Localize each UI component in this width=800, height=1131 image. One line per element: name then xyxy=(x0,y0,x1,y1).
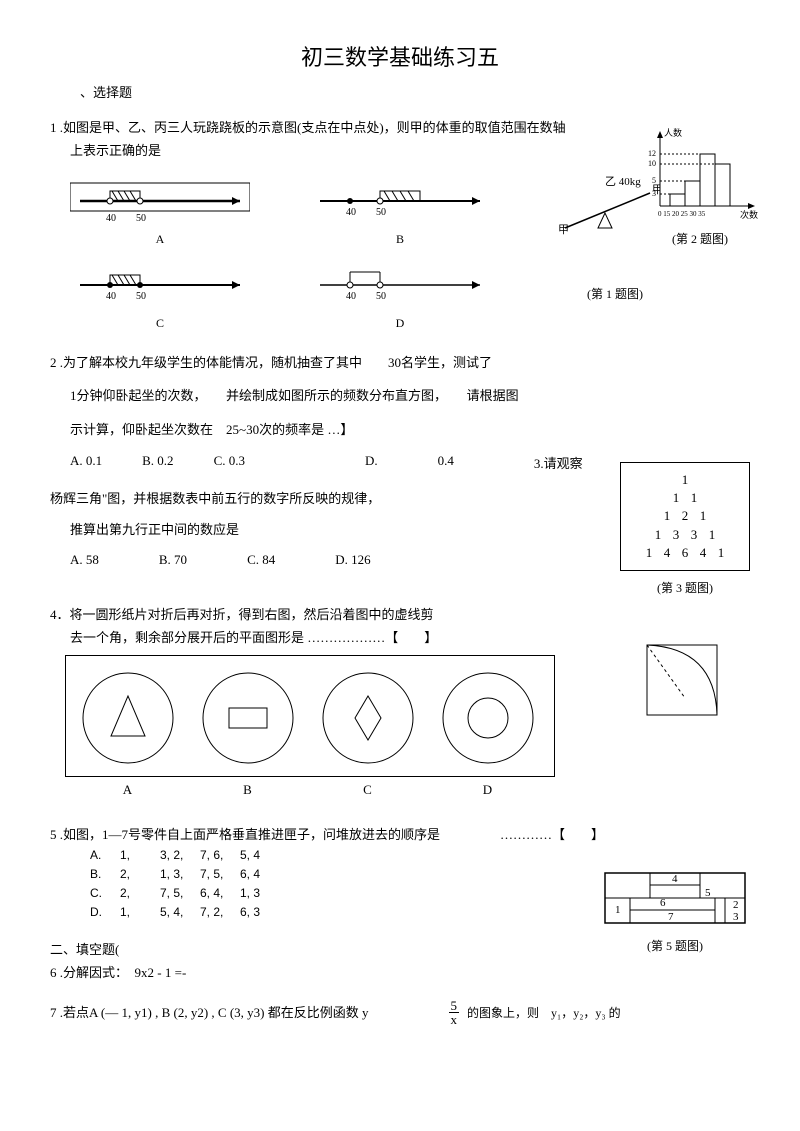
q3-opt-d: D. 126 xyxy=(335,552,370,568)
q4-num: 4． xyxy=(50,607,70,622)
q7-text2: 的图象上，则 xyxy=(467,1006,539,1020)
q5-dots: ………… xyxy=(500,827,552,842)
fraction-icon: 5x xyxy=(449,999,460,1026)
question-5: 5 .如图，1—7号零件自上面严格垂直推进匣子，问堆放进去的顺序是 …………【 】… xyxy=(50,823,750,923)
q2-num: 2 xyxy=(50,355,57,370)
opt-c-label: C xyxy=(70,316,250,331)
q2-opt-d-val: 0.4 xyxy=(438,453,454,472)
svg-text:40: 40 xyxy=(346,291,356,302)
q2-opt-a: A. 0.1 xyxy=(70,453,102,472)
q4-text: 将一圆形纸片对折后再对折，得到右图，然后沿着图中的虚线剪 xyxy=(70,607,434,622)
svg-text:7: 7 xyxy=(668,911,674,923)
svg-text:12: 12 xyxy=(648,149,656,158)
opt-b-label: B xyxy=(310,232,490,247)
q3-opt-b: B. 70 xyxy=(159,552,187,568)
circle-triangle-icon xyxy=(81,671,176,766)
q4-opt-b: B xyxy=(200,782,295,798)
q3-fig-label: (第 3 题图) xyxy=(620,579,750,596)
q4-dots: ……………… xyxy=(307,630,385,645)
q1-text: .如图是甲、乙、丙三人玩跷跷板的示意图(支点在中点处)，则甲的体重的取值范围在数… xyxy=(60,120,566,135)
q5-fig-label: (第 5 题图) xyxy=(600,937,750,954)
q4-text2: 去一个角，剩余部分展开后的平面图形是 xyxy=(70,630,304,645)
option-a-numline: 40 50 xyxy=(70,173,250,223)
q7-text: .若点A (— 1, y1) , B (2, y2) , C (3, y3) 都… xyxy=(60,1005,369,1020)
option-b-numline: 40 50 xyxy=(310,173,490,223)
q4-bracket: 【 】 xyxy=(385,630,437,645)
svg-text:50: 50 xyxy=(376,291,386,302)
question-7: 7 .若点A (— 1, y1) , B (2, y2) , C (3, y3)… xyxy=(50,999,750,1026)
q3-opt-c: C. 84 xyxy=(247,552,275,568)
q2-text30: 30名学生，测试了 xyxy=(388,355,492,370)
section-1-label: 、选择题 xyxy=(80,82,750,101)
svg-text:2: 2 xyxy=(733,899,739,911)
option-c-numline: 40 50 xyxy=(70,257,250,307)
q4-opt-c: C xyxy=(320,782,415,798)
pascal-triangle: 1 11 121 1331 14641 (第 3 题图) xyxy=(620,462,750,596)
q7-text3: y₁，y₂，y₃ 的 xyxy=(551,1006,621,1020)
svg-text:甲: 甲 xyxy=(558,224,569,236)
svg-text:人数: 人数 xyxy=(664,127,682,138)
q2-opt-d: D. xyxy=(365,453,378,472)
svg-text:1: 1 xyxy=(615,904,621,916)
q2-text6: 25~30次的频率是 …】 xyxy=(226,422,353,437)
svg-text:50: 50 xyxy=(376,207,386,218)
svg-text:50: 50 xyxy=(136,291,146,302)
svg-text:5: 5 xyxy=(652,176,656,185)
page-title: 初三数学基础练习五 xyxy=(50,40,750,72)
q5-box-figure: 1 6 7 4 5 2 3 (第 5 题图) xyxy=(600,858,750,954)
circle-rect-icon xyxy=(201,671,296,766)
q2-text4: 请根据图 xyxy=(467,388,519,403)
q1-num: 1 xyxy=(50,120,57,135)
svg-text:40: 40 xyxy=(346,207,356,218)
q2-text: .为了解本校九年级学生的体能情况，随机抽查了其中 xyxy=(60,355,362,370)
q3-intro: 3.请观察 xyxy=(534,453,583,472)
q5-bracket: 【 】 xyxy=(552,827,604,842)
question-2: 2 .为了解本校九年级学生的体能情况，随机抽查了其中 30名学生，测试了 1分钟… xyxy=(50,351,750,472)
svg-text:50: 50 xyxy=(136,213,146,223)
svg-text:3: 3 xyxy=(652,189,656,198)
option-d-numline: 40 50 xyxy=(310,257,490,307)
q6-text: .分解因式： xyxy=(60,965,122,980)
svg-text:40: 40 xyxy=(106,213,116,223)
folded-quarter-icon xyxy=(645,643,720,722)
q4-opt-a: A xyxy=(80,782,175,798)
opt-a-label: A xyxy=(70,232,250,247)
q6-num: 6 xyxy=(50,965,57,980)
question-3: 杨辉三角"图，并根据数表中前五行的数字所反映的规律， 推算出第九行正中间的数应是… xyxy=(50,487,750,568)
q2-text3: 并绘制成如图所示的频数分布直方图， xyxy=(226,388,441,403)
question-4: 4．将一圆形纸片对折后再对折，得到右图，然后沿着图中的虚线剪 去一个角，剩余部分… xyxy=(50,603,750,798)
q2-text5: 示计算，仰卧起坐次数在 xyxy=(70,422,213,437)
svg-text:3: 3 xyxy=(733,911,739,923)
svg-text:5: 5 xyxy=(705,887,711,899)
svg-text:4: 4 xyxy=(672,873,678,885)
svg-text:10: 10 xyxy=(648,159,656,168)
svg-text:0 15 20 25 30 35: 0 15 20 25 30 35 xyxy=(658,210,706,218)
svg-text:6: 6 xyxy=(660,897,666,909)
opt-d-label: D xyxy=(310,316,490,331)
q5-num: 5 xyxy=(50,827,57,842)
circle-circle-icon xyxy=(441,671,536,766)
circle-diamond-icon xyxy=(321,671,416,766)
q2-opt-c: C. 0.3 xyxy=(214,453,245,472)
q2-text2: 1分钟仰卧起坐的次数， xyxy=(70,388,200,403)
svg-text:乙 40kg: 乙 40kg xyxy=(605,175,641,188)
svg-text:次数: 次数 xyxy=(740,209,758,220)
q1-fig-label: (第 1 题图) xyxy=(550,285,680,302)
q5-text: .如图，1—7号零件自上面严格垂直推进匣子，问堆放进去的顺序是 xyxy=(60,827,440,842)
q2-histogram: 人数 次数 12 10 5 3 0 15 20 25 30 35 (第 2 题图… xyxy=(640,126,760,247)
q2-fig-label: (第 2 题图) xyxy=(640,230,760,247)
q6-expr: 9x2 - 1 =- xyxy=(135,965,187,980)
question-6: 6 .分解因式： 9x2 - 1 =- xyxy=(50,961,750,984)
q2-opt-b: B. 0.2 xyxy=(142,453,173,472)
svg-text:40: 40 xyxy=(106,291,116,302)
q7-num: 7 xyxy=(50,1005,57,1020)
q3-opt-a: A. 58 xyxy=(70,552,99,568)
q4-opt-d: D xyxy=(440,782,535,798)
question-1: 1 .如图是甲、乙、丙三人玩跷跷板的示意图(支点在中点处)，则甲的体重的取值范围… xyxy=(50,116,750,331)
